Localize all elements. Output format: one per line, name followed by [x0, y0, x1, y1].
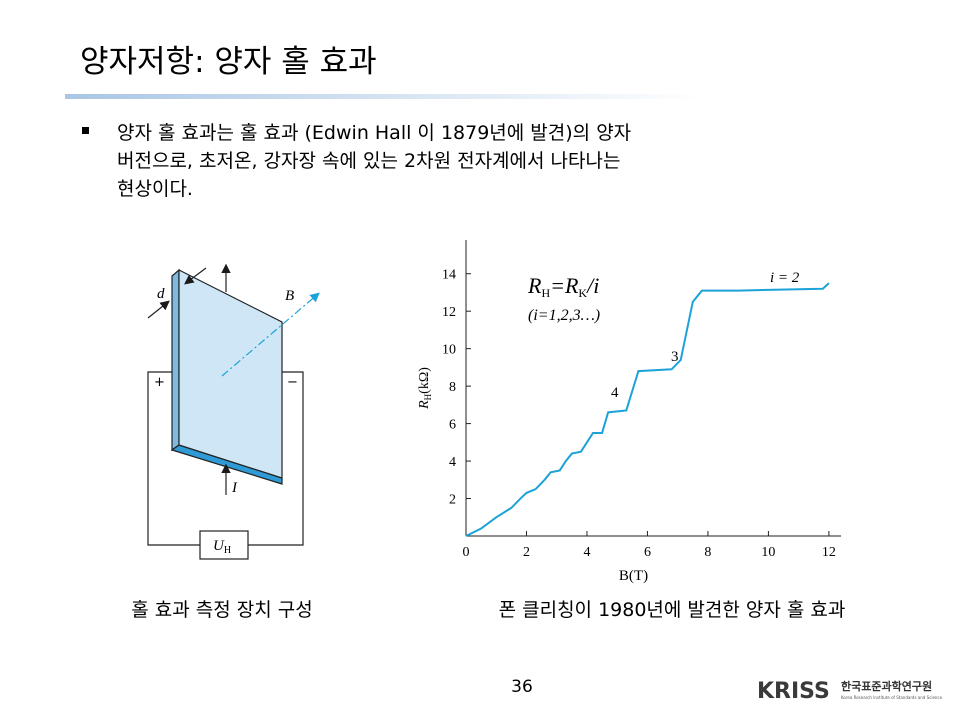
slab-side — [171, 268, 180, 452]
label-sub: H — [423, 393, 433, 400]
y-tick-label: 10 — [442, 343, 456, 358]
diagram-label: + — [154, 375, 165, 390]
y-tick-label: 14 — [442, 268, 456, 283]
diagram-label: − — [287, 375, 298, 390]
bullet-line: 버전으로, 초저온, 강자장 속에 있는 2차원 전자계에서 나타나는 — [117, 150, 620, 172]
y-tick-label: 8 — [449, 380, 456, 395]
annotation: RH=RK/i — [527, 273, 599, 300]
field-line — [221, 292, 320, 377]
logo-name: 한국표준과학연구원 — [841, 679, 932, 693]
y-tick-label: 12 — [442, 305, 456, 320]
logo-subtitle: Korea Research Institute of Standards an… — [841, 695, 943, 700]
x-tick-label: 6 — [644, 545, 651, 560]
label-sub: K — [578, 286, 587, 300]
logo-mark: KRISS — [757, 679, 830, 704]
bullet-marker — [82, 127, 89, 134]
slide-title: 양자저항: 양자 홀 효과 — [80, 44, 377, 80]
x-tick-label: 8 — [704, 545, 711, 560]
caption: 폰 클리칭이 1980년에 발견한 양자 홀 효과 — [499, 599, 846, 621]
label: R — [527, 273, 542, 298]
caption: 홀 효과 측정 장치 구성 — [131, 599, 312, 621]
x-tick-label: 12 — [822, 545, 836, 560]
bullet-line: 현상이다. — [117, 178, 193, 200]
diagram-label: B — [285, 288, 294, 304]
label: (kΩ) — [417, 367, 432, 394]
annotation: (i=1,2,3…) — [528, 307, 600, 324]
label: U — [213, 538, 225, 554]
y-axis-label: RH(kΩ) — [417, 367, 433, 410]
y-tick-label: 4 — [449, 455, 456, 470]
annotation: 3 — [671, 349, 679, 365]
data-line — [465, 282, 830, 537]
diagram-label: I — [231, 480, 238, 496]
bullet-line: 양자 홀 효과는 홀 효과 (Edwin Hall 이 1879년에 발견)의 … — [117, 122, 631, 144]
annotation: i = 2 — [770, 270, 800, 286]
label-sub: H — [224, 545, 231, 556]
x-tick-label: 2 — [523, 545, 530, 560]
diagram-label: d — [157, 286, 165, 302]
title-underline — [65, 94, 705, 99]
label: =R — [550, 273, 579, 298]
arrow — [184, 267, 207, 285]
wire — [248, 371, 304, 546]
x-tick-label: 0 — [463, 545, 470, 560]
label: R — [417, 400, 432, 410]
slab-face — [178, 269, 283, 479]
x-tick-label: 10 — [761, 545, 775, 560]
label: /i — [585, 273, 599, 298]
diagram-label: UH — [213, 538, 231, 556]
label-sub: H — [541, 286, 550, 300]
voltmeter — [199, 530, 249, 560]
wire — [147, 371, 200, 546]
page-number: 36 — [511, 677, 533, 697]
x-tick-label: 4 — [583, 545, 590, 560]
y-tick-label: 2 — [449, 493, 456, 508]
y-tick-label: 6 — [449, 418, 456, 433]
annotation: 4 — [611, 385, 619, 401]
hall-diagram — [147, 263, 320, 560]
x-axis-label: B(T) — [619, 568, 648, 584]
arrow — [147, 300, 170, 319]
